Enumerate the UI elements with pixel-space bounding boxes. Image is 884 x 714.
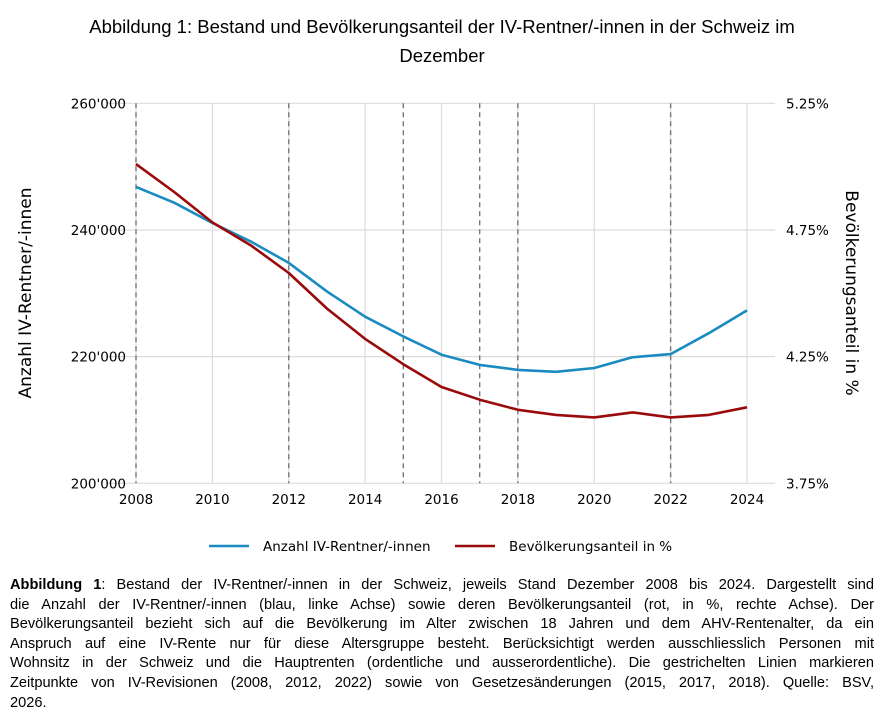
caption-line: Bevölkerungsanteil bezieht sich auf die … [10,616,874,633]
y-right-tick-label: 4.75% [786,223,829,239]
y-left-tick-label: 200'000 [71,476,126,492]
y-left-tick-label: 260'000 [71,96,126,112]
y-right-tick-label: 5.25% [786,96,829,112]
caption-line: 2026. [10,694,47,711]
series-line-count [135,185,748,374]
chart-title-line-1: Abbildung 1: Bestand und Bevölkerungsant… [89,16,795,37]
caption-line: Abbildung 1: Bestand der IV-Rentner/-inn… [10,576,874,596]
y-left-axis-label: Anzahl IV-Rentner/-innen [16,188,36,399]
legend-label: Anzahl IV-Rentner/-innen [263,539,431,555]
caption-bold-label: Abbildung 1 [10,577,102,593]
caption-text: : Bestand der IV-Rentner/-innen in der S… [101,577,874,593]
x-tick-label: 2018 [501,492,535,508]
line-chart: 200'000 3.75% 220'000 4.25% 240'000 4.75% 260'… [16,96,861,555]
chart-title-line-2: Dezember [399,45,485,66]
x-tick-label: 2024 [730,492,764,508]
y-right-tick-label: 4.25% [786,350,829,366]
y-right-tick-label: 3.75% [786,476,829,492]
x-tick-label: 2010 [195,492,229,508]
y-left-tick-label: 220'000 [71,350,126,366]
x-tick-label: 2020 [577,492,611,508]
y-right-axis-label: Bevölkerungsanteil in % [841,190,861,395]
series-line-share [135,163,748,419]
caption-line: Wohnsitz in der Schweiz und die Hauptren… [10,655,874,672]
x-tick-label: 2022 [653,492,687,508]
x-tick-label: 2016 [424,492,458,508]
x-tick-label: 2012 [272,492,306,508]
legend-label: Bevölkerungsanteil in % [509,539,672,555]
figure-caption: Abbildung 1: Bestand der IV-Rentner/-inn… [10,576,874,713]
x-tick-label: 2014 [348,492,382,508]
y-left-tick-label: 240'000 [71,223,126,239]
caption-line: Zeitpunkte von IV-Revisionen (2008, 2012… [10,674,874,691]
caption-line: Anspruch auf eine IV-Rente nur für diese… [10,635,874,652]
x-tick-label: 2008 [119,492,153,508]
caption-line: die Anzahl der IV-Rentner/-innen (blau, … [10,596,874,613]
